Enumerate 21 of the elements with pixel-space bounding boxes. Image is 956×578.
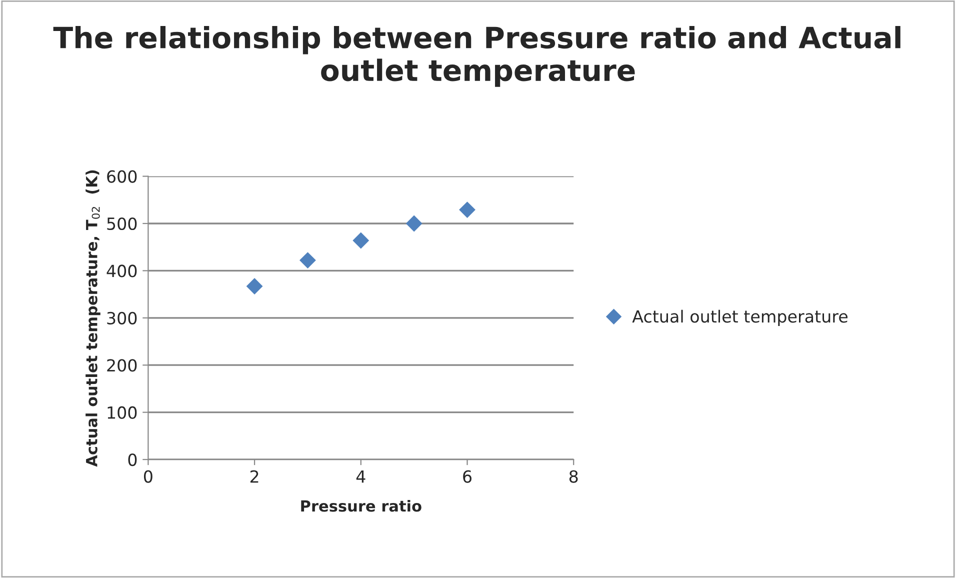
x-tick-label: 0 [144,470,152,483]
x-tick-label: 6 [463,470,472,483]
point [406,215,422,232]
y-tick-label: 200 [107,359,137,372]
text: Actual outlet temperature, T$_{02}$ (K) [86,170,100,467]
x-axis-title: Pressure ratio [301,500,422,512]
y-tick-label: 600 [107,170,137,183]
y-tick-label: 0 [128,453,137,466]
y-tick-label: 100 [108,406,137,419]
y-tick-label: 500 [107,217,137,230]
x-tick-label: 2 [250,470,258,483]
point [299,252,316,269]
y-tick-label: 400 [106,264,137,278]
point [246,278,263,294]
chart-title: The relationship between Pressure ratio and Actual outlet temperature [53,26,900,87]
x-tick-label: 8 [569,470,578,483]
y-tick-label: 300 [107,312,137,324]
legend-label: Actual outlet temperature [632,310,848,326]
x-tick-label: 4 [356,470,366,483]
point [459,202,476,218]
point [352,232,370,249]
